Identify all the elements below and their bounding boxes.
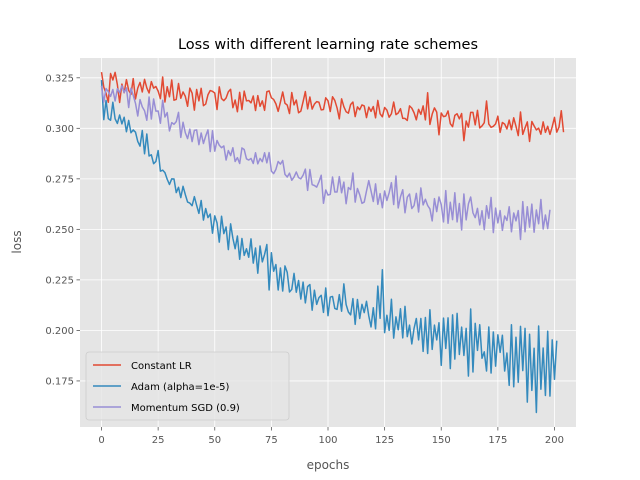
y-tick-label: 0.225 (45, 275, 74, 286)
x-tick-label: 125 (375, 435, 394, 446)
y-axis-label: loss (10, 230, 24, 253)
x-axis-label: epochs (307, 458, 350, 472)
y-tick-label: 0.275 (45, 174, 74, 185)
legend: Constant LR Adam (alpha=1e-5) Momentum S… (85, 351, 290, 421)
x-tick-label: 0 (98, 435, 104, 446)
y-tick-label: 0.175 (45, 376, 74, 387)
x-tick-label: 200 (545, 435, 564, 446)
chart-title: Loss with different learning rate scheme… (178, 37, 478, 53)
legend-label-momentum-sgd: Momentum SGD (0.9) (131, 403, 240, 414)
x-tick-label: 175 (488, 435, 507, 446)
legend-label-constant-lr: Constant LR (131, 361, 192, 372)
series-lines (100, 71, 565, 414)
x-tick-label: 75 (265, 435, 278, 446)
series-line-constant-lr (100, 71, 565, 143)
x-tick-label: 100 (318, 435, 337, 446)
legend-label-adam: Adam (alpha=1e-5) (131, 382, 230, 393)
legend-box (85, 351, 290, 421)
x-tick-label: 25 (152, 435, 165, 446)
y-axis-ticks: 0.175 0.200 0.225 0.250 0.275 0.300 0.325 (45, 73, 80, 387)
y-tick-label: 0.325 (45, 73, 74, 84)
series-line-momentum-sgd-0-9 (100, 84, 551, 241)
y-tick-label: 0.200 (45, 326, 74, 337)
y-tick-label: 0.250 (45, 225, 74, 236)
x-tick-label: 150 (432, 435, 451, 446)
x-tick-label: 50 (208, 435, 221, 446)
x-axis-ticks: 0 25 50 75 100 125 150 175 200 (98, 427, 564, 446)
series-line-adam-alpha-1e-5 (100, 79, 558, 414)
y-tick-label: 0.300 (45, 124, 74, 135)
